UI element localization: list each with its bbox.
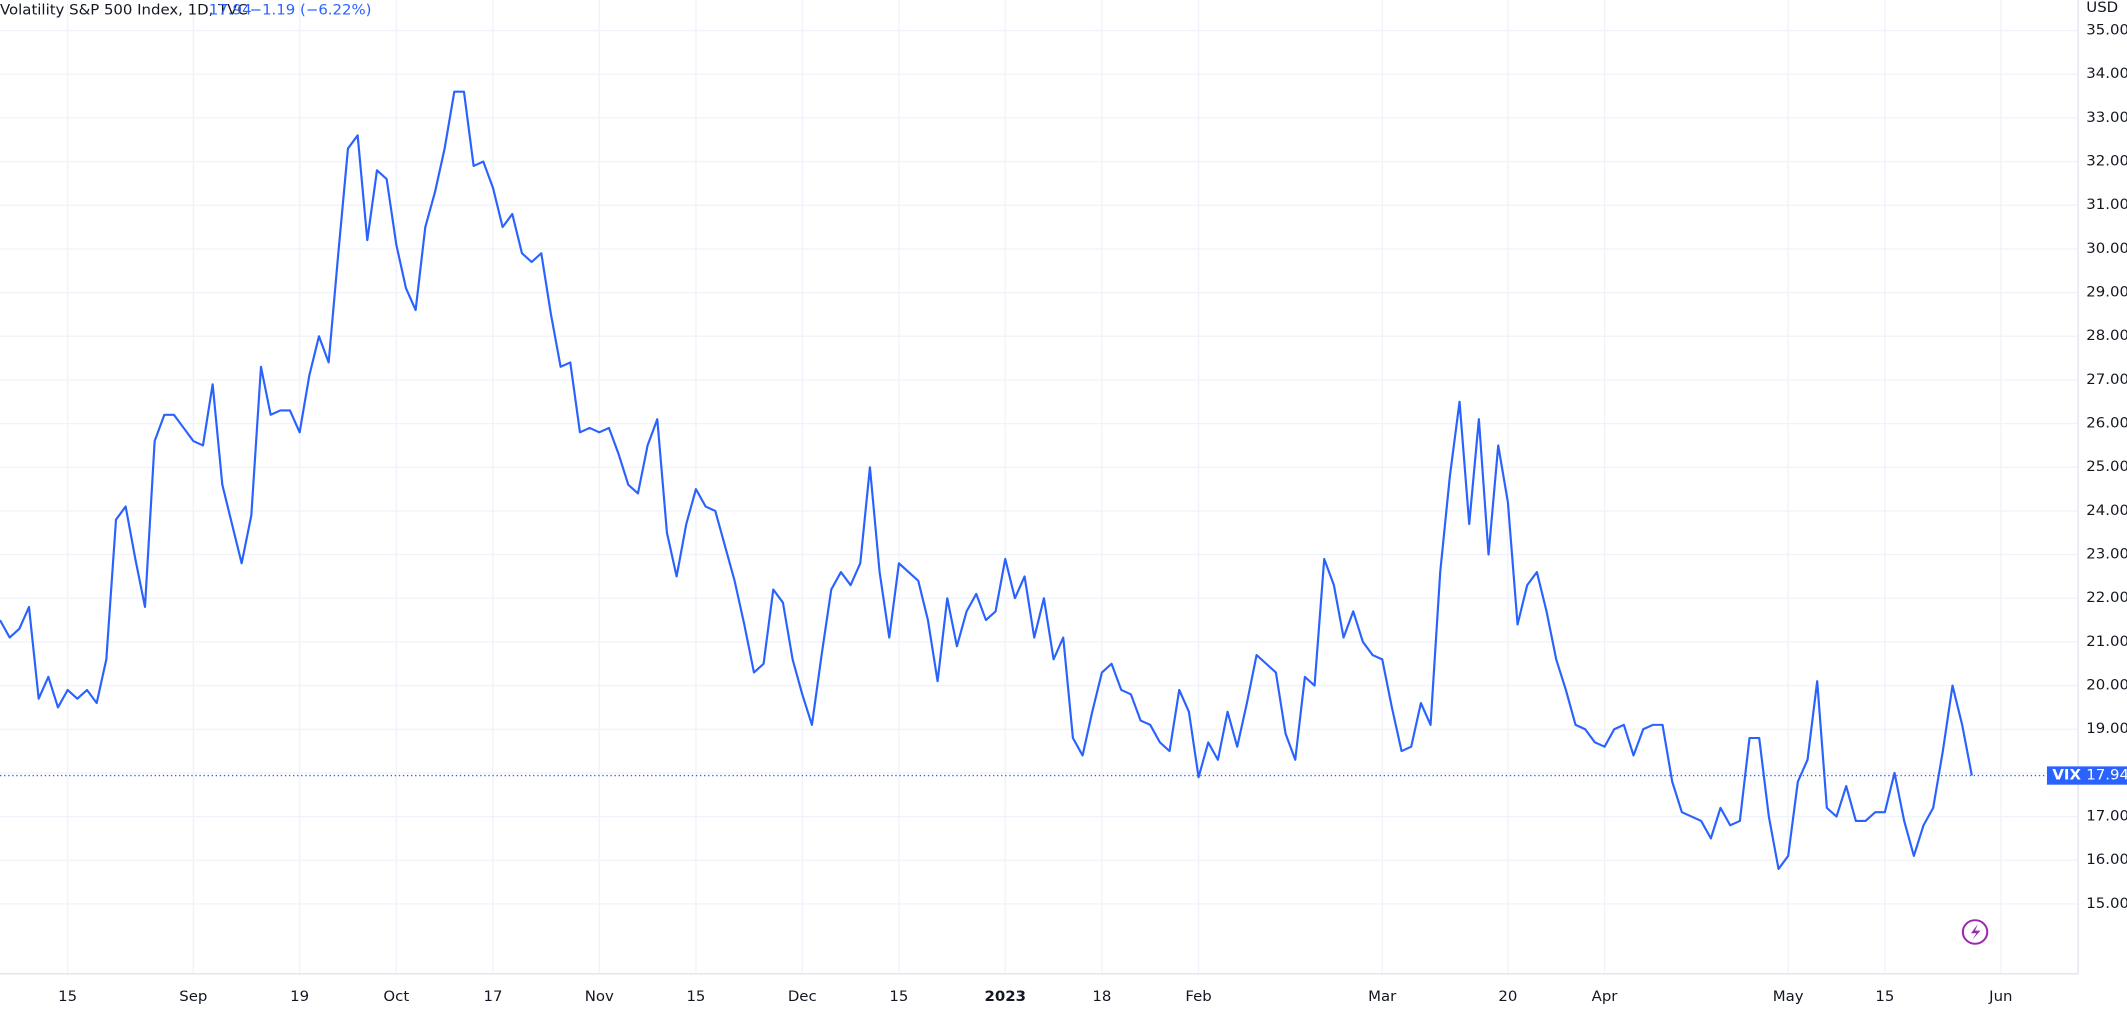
x-tick-label: Sep [179,988,207,1005]
x-tick-label: 15 [889,988,908,1005]
y-tick-label: 17.00 [2086,808,2127,825]
y-tick-label: 27.00 [2086,371,2127,388]
x-tick-label: 15 [1875,988,1894,1005]
x-tick-label: 15 [58,988,77,1005]
y-tick-label: 22.00 [2086,589,2127,606]
x-tick-label: 17 [483,988,502,1005]
y-tick-label: 19.00 [2086,720,2127,737]
symbol-label: VIX [2052,767,2081,784]
x-tick-label: Jun [1988,988,2012,1005]
y-tick-label: 29.00 [2086,284,2127,301]
y-tick-label: 30.00 [2086,240,2127,257]
currency: USD [2086,0,2118,16]
y-tick-label: 35.00 [2086,22,2127,39]
y-tick-label: 31.00 [2086,196,2127,213]
x-tick-label: Dec [788,988,817,1005]
header-last: 17.94 [209,2,252,19]
x-tick-label: 15 [686,988,705,1005]
x-tick-label: 20 [1498,988,1517,1005]
icon-bolt[interactable] [1971,924,1981,940]
x-tick-label: Nov [585,988,614,1005]
grid [0,0,2079,974]
y-tick-label: 34.00 [2086,65,2127,82]
x-tick-label: Oct [383,988,409,1005]
last-price-label: 17.94 [2086,767,2127,784]
x-tick-label: 2023 [985,988,1026,1005]
y-tick-label: 26.00 [2086,415,2127,432]
y-tick-label: 16.00 [2086,851,2127,868]
y-tick-label: 33.00 [2086,109,2127,126]
lightning-icon[interactable] [1961,919,1989,945]
header-change: −1.19 (−6.22%) [250,2,372,19]
y-tick-label: 23.00 [2086,546,2127,563]
price-line [0,90,1973,871]
y-tick-label: 24.00 [2086,502,2127,519]
y-tick-label: 25.00 [2086,458,2127,475]
y-tick-label: 32.00 [2086,153,2127,170]
x-tick-label: Apr [1592,988,1619,1005]
x-tick-label: Mar [1368,988,1397,1005]
chart-title: Volatility S&P 500 Index, 1D, TVC [0,2,248,19]
icon-circle[interactable] [1961,919,1989,945]
x-tick-label: 18 [1092,988,1111,1005]
x-tick-label: 19 [290,988,309,1005]
y-tick-label: 15.00 [2086,895,2127,912]
y-tick-label: 28.00 [2086,327,2127,344]
y-tick-label: 21.00 [2086,633,2127,650]
x-tick-label: May [1773,988,1804,1005]
x-tick-label: Feb [1185,988,1211,1005]
y-tick-label: 20.00 [2086,677,2127,694]
last-price-box [2046,766,2127,785]
